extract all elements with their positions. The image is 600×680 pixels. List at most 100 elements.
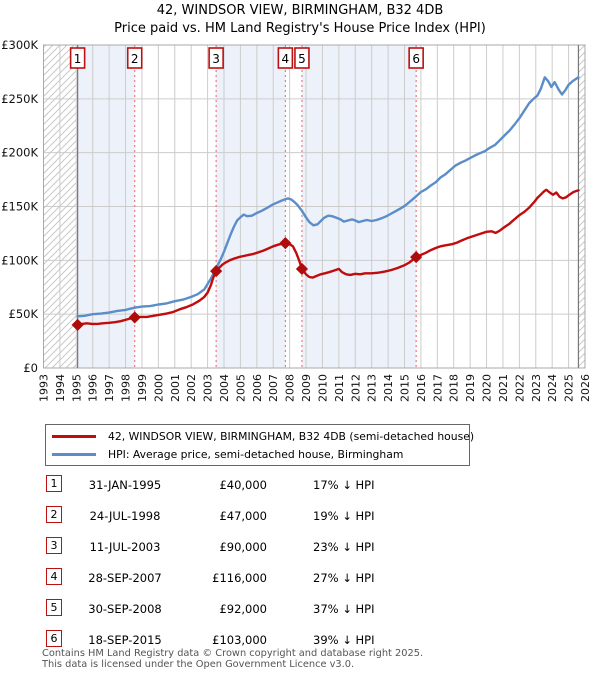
x-tick-label: 2012	[349, 374, 362, 402]
sale-marker	[128, 311, 141, 324]
property-price-line	[76, 188, 580, 327]
table-row: 6 18-SEP-2015 £103,000 39% ↓ HPI	[40, 625, 460, 656]
x-tick-label: 2009	[300, 374, 313, 402]
sale-number-box	[277, 47, 294, 69]
sale-price: £116,000	[212, 571, 267, 585]
footer-line-2: This data is licensed under the Open Gov…	[42, 658, 355, 670]
x-tick-label: 2026	[579, 374, 592, 402]
row-number-badge: 6	[46, 630, 62, 647]
sale-number: 2	[131, 52, 139, 66]
y-tick-label: £100K	[1, 253, 38, 267]
row-number-badge: 3	[46, 537, 62, 554]
sale-marker	[210, 265, 223, 278]
sale-marker	[410, 251, 423, 264]
x-tick-label: 2013	[366, 374, 379, 402]
sale-number-box	[208, 47, 224, 69]
y-tick-label: £250K	[1, 92, 38, 106]
table-row: 4 28-SEP-2007 £116,000 27% ↓ HPI	[40, 563, 460, 594]
table-row: 1 31-JAN-1995 £40,000 17% ↓ HPI	[40, 470, 460, 501]
x-tick-label: 2018	[448, 374, 461, 402]
x-tick-label: 2003	[202, 374, 215, 402]
hpi-delta: 19% ↓ HPI	[313, 509, 375, 523]
x-tick-label: 2022	[513, 374, 526, 402]
x-tick-label: 1994	[54, 374, 67, 402]
x-tick-label: 2017	[431, 374, 444, 402]
x-tick-label: 2010	[316, 374, 329, 402]
sale-number-box	[126, 47, 143, 69]
x-tick-label: 1995	[70, 374, 83, 402]
sale-date: 11-JUL-2003	[89, 540, 161, 554]
sale-number: 1	[74, 52, 82, 66]
sale-date: 28-SEP-2007	[88, 571, 162, 585]
sale-price: £40,000	[219, 478, 267, 492]
x-tick-label: 2016	[415, 374, 428, 402]
page-subtitle: Price paid vs. HM Land Registry's House …	[114, 21, 486, 36]
property-line-swatch	[52, 434, 96, 438]
x-tick-label: 2004	[218, 374, 231, 402]
sale-number-box	[294, 47, 310, 69]
footer-line-1: Contains HM Land Registry data © Crown c…	[42, 648, 424, 659]
hpi-line	[76, 76, 580, 318]
sale-date: 31-JAN-1995	[88, 478, 162, 492]
sale-number: 3	[212, 52, 220, 66]
x-tick-label: 1993	[38, 374, 51, 402]
x-tick-label: 1999	[136, 374, 149, 402]
x-tick-label: 2014	[382, 374, 395, 402]
y-tick-label: £50K	[9, 307, 39, 321]
hpi-delta: 39% ↓ HPI	[313, 633, 375, 647]
sale-date: 24-JUL-1998	[89, 509, 161, 523]
x-tick-label: 2020	[481, 374, 494, 402]
x-tick-label: 1996	[87, 374, 100, 402]
row-number-badge: 4	[46, 568, 62, 585]
x-tick-label: 2015	[399, 374, 412, 402]
table-row: 5 30-SEP-2008 £92,000 37% ↓ HPI	[40, 594, 460, 625]
x-tick-label: 1998	[120, 374, 133, 402]
legend-label-hpi: HPI: Average price, semi-detached house,…	[108, 447, 404, 461]
sale-number-box	[408, 47, 424, 69]
row-number-badge: 5	[46, 599, 62, 616]
legend-label-property: 42, WINDSOR VIEW, BIRMINGHAM, B32 4DB (s…	[108, 429, 475, 443]
hpi-delta: 17% ↓ HPI	[313, 478, 375, 492]
license-footer: Contains HM Land Registry data © Crown c…	[42, 648, 424, 671]
sale-date-lines	[134, 45, 417, 368]
sale-number: 4	[282, 52, 290, 66]
sale-number: 6	[412, 52, 420, 66]
y-tick-label: £200K	[1, 146, 38, 160]
x-tick-label: 2007	[267, 374, 280, 402]
x-tick-label: 2011	[333, 374, 346, 402]
sale-date: 18-SEP-2015	[88, 633, 162, 647]
sale-marker	[279, 237, 292, 250]
sale-price: £47,000	[219, 509, 267, 523]
x-tick-label: 2021	[497, 374, 510, 402]
x-tick-label: 1997	[103, 374, 116, 402]
x-tick-label: 2019	[464, 374, 477, 402]
y-tick-label: £0	[23, 361, 38, 375]
sale-price: £92,000	[219, 602, 267, 616]
sale-number-box	[69, 47, 86, 69]
sale-number: 5	[298, 52, 306, 66]
sale-price: £103,000	[212, 633, 267, 647]
table-row: 3 11-JUL-2003 £90,000 23% ↓ HPI	[40, 532, 460, 563]
x-tick-label: 2002	[185, 374, 198, 402]
hpi-line-swatch	[52, 452, 96, 456]
x-tick-label: 2024	[546, 374, 559, 402]
table-row: 2 24-JUL-1998 £47,000 19% ↓ HPI	[40, 501, 460, 532]
hpi-delta: 23% ↓ HPI	[313, 540, 375, 554]
legend-item-hpi: HPI: Average price, semi-detached house,…	[46, 445, 469, 463]
sale-date: 30-SEP-2008	[88, 602, 162, 616]
x-tick-label: 2008	[284, 374, 297, 402]
plot-border	[43, 44, 586, 369]
page-title: 42, WINDSOR VIEW, BIRMINGHAM, B32 4DB	[156, 3, 444, 18]
data-boundary-lines	[77, 45, 580, 368]
row-number-badge: 1	[46, 475, 62, 492]
hpi-delta: 37% ↓ HPI	[313, 602, 375, 616]
x-tick-label: 2000	[152, 374, 165, 402]
x-tick-label: 2025	[563, 374, 576, 402]
x-tick-label: 2005	[234, 374, 247, 402]
y-tick-label: £300K	[1, 38, 38, 52]
x-tick-label: 2023	[530, 374, 543, 402]
price-chart: 1 2 3 4 5 6 £0 £50K £100K £150K £200K £250K £300K 199…	[1, 38, 592, 402]
chart-legend: 42, WINDSOR VIEW, BIRMINGHAM, B32 4DB (s…	[45, 424, 474, 466]
